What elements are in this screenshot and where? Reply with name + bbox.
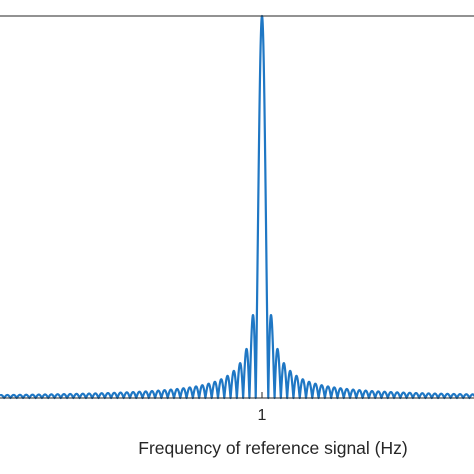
x-tick-label: 1 (258, 407, 267, 424)
series-line (0, 14, 474, 400)
x-ticks: 1 (258, 392, 267, 424)
x-axis-label: Frequency of reference signal (Hz) (138, 438, 407, 458)
plot-area (0, 14, 474, 400)
